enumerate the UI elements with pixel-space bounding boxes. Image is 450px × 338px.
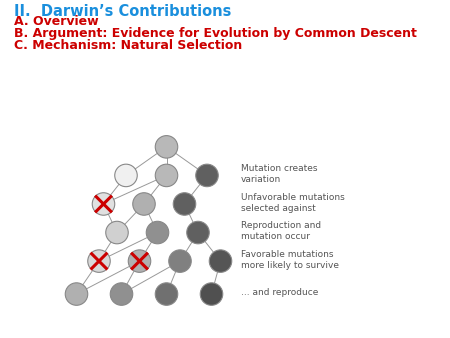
- Ellipse shape: [169, 250, 191, 272]
- Ellipse shape: [88, 250, 110, 272]
- Text: Reproduction and
mutation occur: Reproduction and mutation occur: [241, 221, 321, 241]
- Text: B. Argument: Evidence for Evolution by Common Descent: B. Argument: Evidence for Evolution by C…: [14, 27, 416, 40]
- Text: Unfavorable mutations
selected against: Unfavorable mutations selected against: [241, 193, 345, 213]
- Ellipse shape: [92, 193, 115, 215]
- Ellipse shape: [187, 221, 209, 244]
- Ellipse shape: [155, 164, 178, 187]
- Ellipse shape: [106, 221, 128, 244]
- Text: C. Mechanism: Natural Selection: C. Mechanism: Natural Selection: [14, 39, 242, 52]
- Ellipse shape: [155, 136, 178, 158]
- Ellipse shape: [65, 283, 88, 305]
- Ellipse shape: [173, 193, 196, 215]
- Ellipse shape: [128, 250, 151, 272]
- Text: ... and reproduce: ... and reproduce: [241, 288, 318, 297]
- Ellipse shape: [200, 283, 223, 305]
- Ellipse shape: [209, 250, 232, 272]
- Text: A. Overview: A. Overview: [14, 16, 98, 28]
- Ellipse shape: [133, 193, 155, 215]
- Ellipse shape: [155, 283, 178, 305]
- Ellipse shape: [110, 283, 133, 305]
- Ellipse shape: [196, 164, 218, 187]
- Text: Favorable mutations
more likely to survive: Favorable mutations more likely to survi…: [241, 250, 339, 270]
- Ellipse shape: [115, 164, 137, 187]
- Text: II.  Darwin’s Contributions: II. Darwin’s Contributions: [14, 3, 231, 19]
- Text: Mutation creates
variation: Mutation creates variation: [241, 164, 317, 184]
- Ellipse shape: [146, 221, 169, 244]
